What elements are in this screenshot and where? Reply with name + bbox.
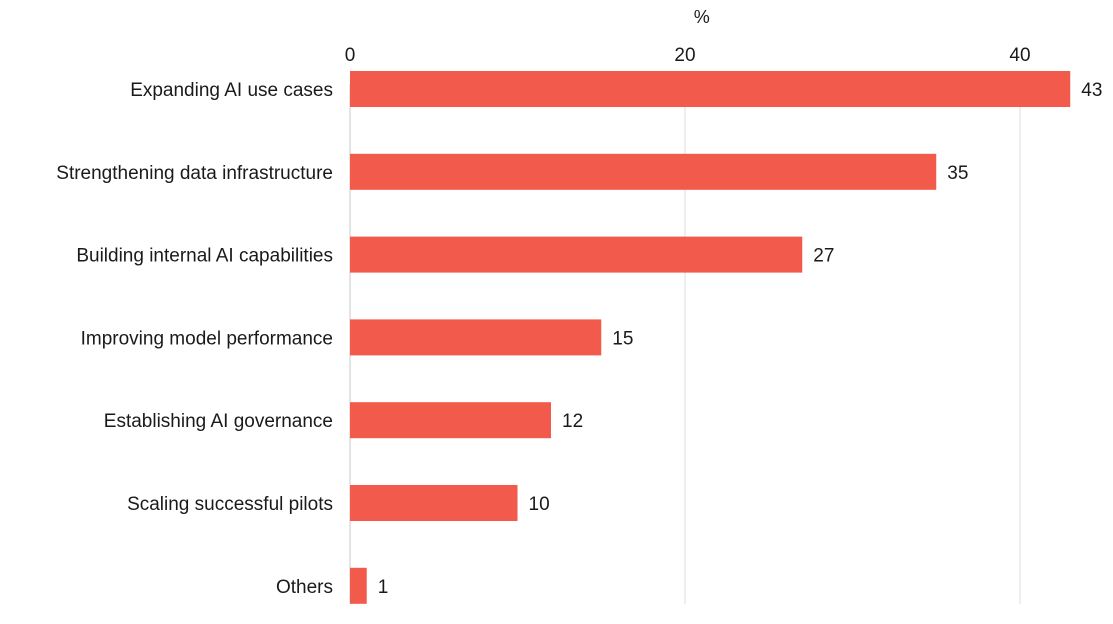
bars [350, 71, 1071, 604]
x-tick-label: 0 [345, 45, 356, 66]
bar [350, 236, 803, 273]
category-label: Strengthening data infrastructure [56, 163, 333, 184]
bar [350, 71, 1071, 107]
bar [350, 402, 551, 439]
value-label: 43 [1081, 80, 1102, 101]
category-label: Expanding AI use cases [130, 80, 333, 101]
x-tick-label: 20 [674, 45, 695, 66]
bar [350, 153, 937, 190]
bar [350, 319, 602, 356]
bar [350, 485, 518, 521]
value-labels: 43 35 27 15 12 10 1 [378, 80, 1103, 598]
x-axis-ticks: 0 20 40 [345, 45, 1031, 66]
category-label: Establishing AI governance [104, 411, 333, 432]
bar [350, 567, 367, 604]
category-label: Others [276, 577, 333, 598]
category-labels: Expanding AI use cases Strengthening data… [56, 80, 333, 598]
x-tick-label: 40 [1009, 45, 1030, 66]
value-label: 12 [562, 411, 583, 432]
category-label: Improving model performance [81, 328, 333, 349]
value-label: 27 [813, 246, 834, 267]
value-label: 35 [947, 163, 968, 184]
value-label: 10 [529, 494, 550, 515]
x-axis-title: % [694, 7, 710, 27]
category-label: Building internal AI capabilities [76, 246, 333, 267]
value-label: 15 [612, 328, 633, 349]
value-label: 1 [378, 577, 389, 598]
category-label: Scaling successful pilots [127, 494, 333, 515]
